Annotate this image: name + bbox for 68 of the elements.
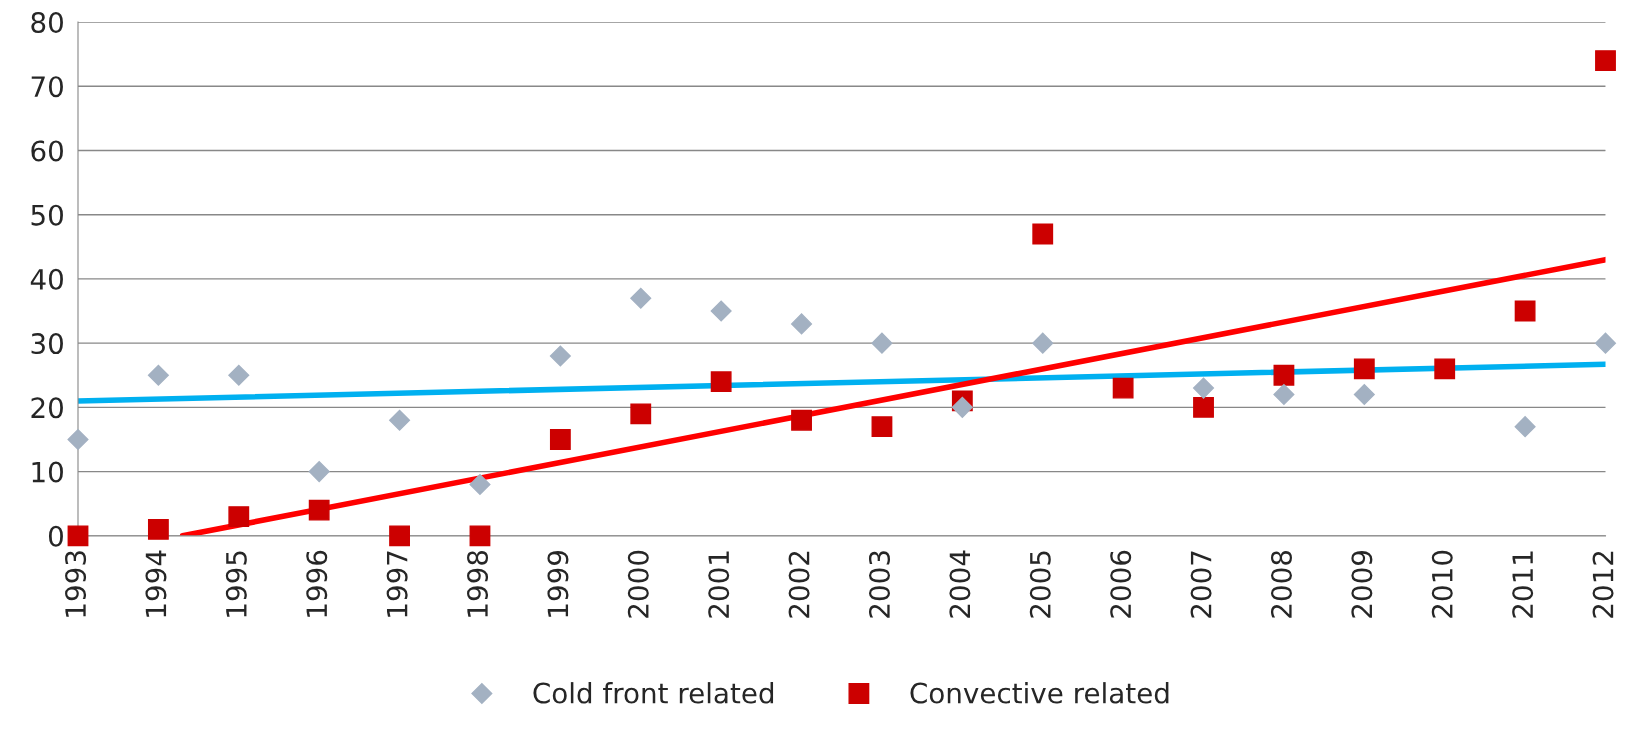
x-tick-label: 2000 [627, 550, 649, 618]
legend-label: Cold front related [533, 682, 774, 704]
point [389, 525, 410, 547]
x-tick-label: 2007 [1190, 551, 1212, 618]
point [1112, 377, 1134, 399]
point [469, 525, 491, 547]
point [308, 461, 330, 483]
point [1514, 416, 1536, 438]
x-tick-label: 2005 [1029, 551, 1051, 618]
point [1193, 377, 1215, 399]
point [1032, 223, 1054, 245]
point [1353, 384, 1375, 406]
point [791, 409, 812, 431]
x-tick-label: 2008 [1270, 550, 1292, 618]
point [549, 429, 571, 450]
x-tick-label: 2002 [788, 551, 810, 618]
y-tick-label: 10 [32, 461, 63, 483]
point [147, 518, 169, 540]
point [389, 409, 411, 431]
x-tick-label: 1997 [386, 551, 408, 617]
point [1193, 396, 1214, 418]
x-tick-label: 1993 [65, 551, 87, 617]
point [308, 499, 330, 521]
x-tick-label: 2003 [869, 551, 891, 618]
point [1594, 332, 1617, 354]
y-tick-label: 70 [31, 76, 63, 98]
x-tick-label: 2011 [1512, 551, 1534, 618]
point [67, 428, 89, 450]
legend-label: Convective related [910, 682, 1169, 704]
point [871, 332, 893, 354]
point [228, 364, 250, 386]
point [951, 396, 973, 418]
y-tick-label: 30 [31, 333, 63, 355]
x-tick-label: 2001 [708, 551, 730, 618]
point [469, 473, 491, 495]
x-tick-label: 2006 [1110, 550, 1132, 618]
point [147, 364, 169, 386]
point [630, 403, 652, 425]
x-tick-label: 2004 [949, 550, 971, 618]
point [228, 506, 250, 527]
point [1273, 384, 1295, 406]
point [1595, 50, 1616, 71]
point [1514, 300, 1536, 322]
x-tick-label: 1996 [306, 550, 328, 617]
y-tick-label: 40 [30, 268, 63, 290]
y-tick-label: 50 [31, 204, 63, 226]
point [710, 300, 732, 322]
point [871, 416, 893, 438]
point [1273, 364, 1295, 386]
y-tick-label: 60 [31, 140, 63, 162]
point [1434, 358, 1456, 380]
y-tick-label: 20 [31, 397, 63, 419]
point [549, 345, 571, 367]
point [630, 287, 652, 309]
x-tick-label: 1995 [225, 551, 247, 617]
point [1353, 358, 1375, 380]
y-tick-label: 80 [31, 11, 63, 33]
point [791, 313, 813, 335]
x-tick-label: 2012 [1592, 551, 1614, 618]
x-tick-label: 1999 [547, 550, 569, 617]
point [710, 371, 732, 393]
x-tick-label: 1998 [467, 550, 489, 617]
x-tick-label: 1994 [145, 550, 167, 617]
point [67, 525, 89, 547]
x-tick-label: 2010 [1431, 550, 1453, 618]
y-tick-label: 0 [48, 525, 63, 547]
point [1032, 332, 1054, 354]
x-tick-label: 2009 [1351, 550, 1373, 618]
